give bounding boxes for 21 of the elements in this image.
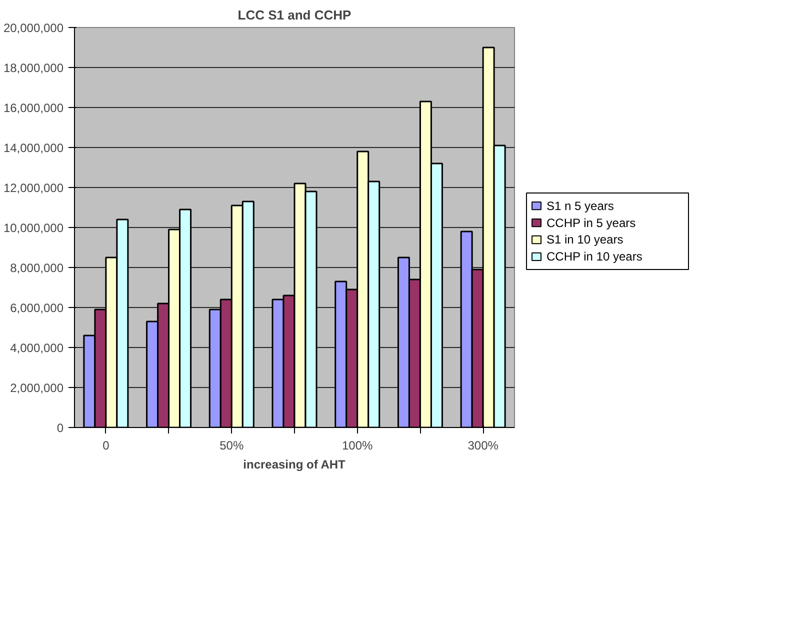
y-tick-label: 12,000,000 <box>3 181 64 195</box>
x-axis-title: increasing of AHT <box>243 458 346 472</box>
x-tick-label: 100% <box>342 438 374 452</box>
legend-label: S1 in 10 years <box>546 232 624 247</box>
y-tick-label: 2,000,000 <box>10 381 64 395</box>
y-tick-label: 6,000,000 <box>10 301 64 315</box>
chart-title: LCC S1 and CCHP <box>238 8 352 22</box>
y-tick-label: 14,000,000 <box>3 141 64 155</box>
y-tick-label: 10,000,000 <box>3 221 64 235</box>
y-tick-label: 4,000,000 <box>10 341 64 355</box>
x-tick-label: 50% <box>220 438 244 452</box>
legend-label: CCHP in 5 years <box>546 216 636 230</box>
y-tick-label: 20,000,000 <box>3 21 64 35</box>
legend-label: S1 n 5 years <box>546 198 614 213</box>
y-tick-label: 16,000,000 <box>3 101 64 115</box>
x-tick-label: 0 <box>102 438 110 452</box>
y-tick-label: 0 <box>56 421 64 435</box>
legend-label: CCHP in 10 years <box>546 250 642 264</box>
y-tick-label: 8,000,000 <box>10 261 64 275</box>
x-tick-label: 300% <box>468 438 499 452</box>
y-tick-label: 18,000,000 <box>3 61 64 75</box>
